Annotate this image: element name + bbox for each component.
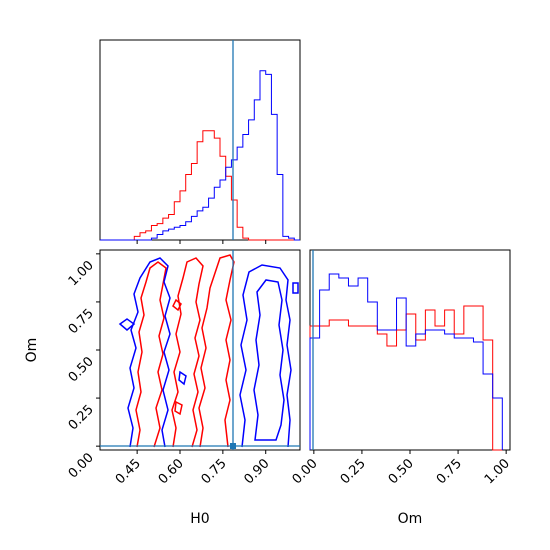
om-x-tick-label: 0.25 <box>338 456 369 487</box>
h0-tick-label: 0.60 <box>156 456 187 487</box>
red-contour-outer <box>135 261 167 448</box>
truth-marker <box>230 443 236 449</box>
om-y-tick-label: 0.50 <box>66 354 97 385</box>
red-contour-middle <box>171 257 204 448</box>
blue-contour-right-inner <box>253 279 285 441</box>
h0-tick-label: 0.45 <box>113 456 144 487</box>
blue-contour-left <box>127 257 171 448</box>
red-contour-island-2 <box>174 400 183 416</box>
om-y-tick-label: 0.25 <box>66 402 97 433</box>
om-y-tick-label: 1.00 <box>66 258 97 289</box>
blue-contour-island-3 <box>292 282 299 294</box>
om-histogram-panel <box>309 249 511 451</box>
om-x-tick-label: 0.00 <box>290 456 321 487</box>
h0-tick-label: 0.90 <box>241 456 272 487</box>
h0-histogram-panel <box>99 39 301 241</box>
om-y-tick-label: 0.75 <box>66 306 97 337</box>
red-contour-inner <box>198 254 235 448</box>
om-x-tick-label: 0.50 <box>386 456 417 487</box>
x-axis-label-h0: H0 <box>190 511 209 527</box>
joint-contours <box>118 254 299 448</box>
blue-contour-island-1 <box>118 318 136 331</box>
h0-hist-blue <box>100 70 300 241</box>
om-hist-blue <box>309 273 503 450</box>
red-contour-island-1 <box>172 298 182 312</box>
om-x-tick-label: 0.75 <box>434 456 465 487</box>
om-histogram <box>309 273 503 451</box>
y-axis-label-om: Om <box>24 338 40 363</box>
h0-tick-label: 0.75 <box>199 456 230 487</box>
om-y-tick-label: 0.00 <box>66 450 97 481</box>
om-hist-red <box>309 305 503 451</box>
h0-histogram <box>100 70 300 241</box>
om-x-tick-label: 1.00 <box>482 456 513 487</box>
x-axis-label-om: Om <box>398 511 423 527</box>
h0-hist-red <box>100 130 300 241</box>
blue-contour-island-2 <box>178 370 187 386</box>
blue-contour-right-outer <box>239 264 292 448</box>
